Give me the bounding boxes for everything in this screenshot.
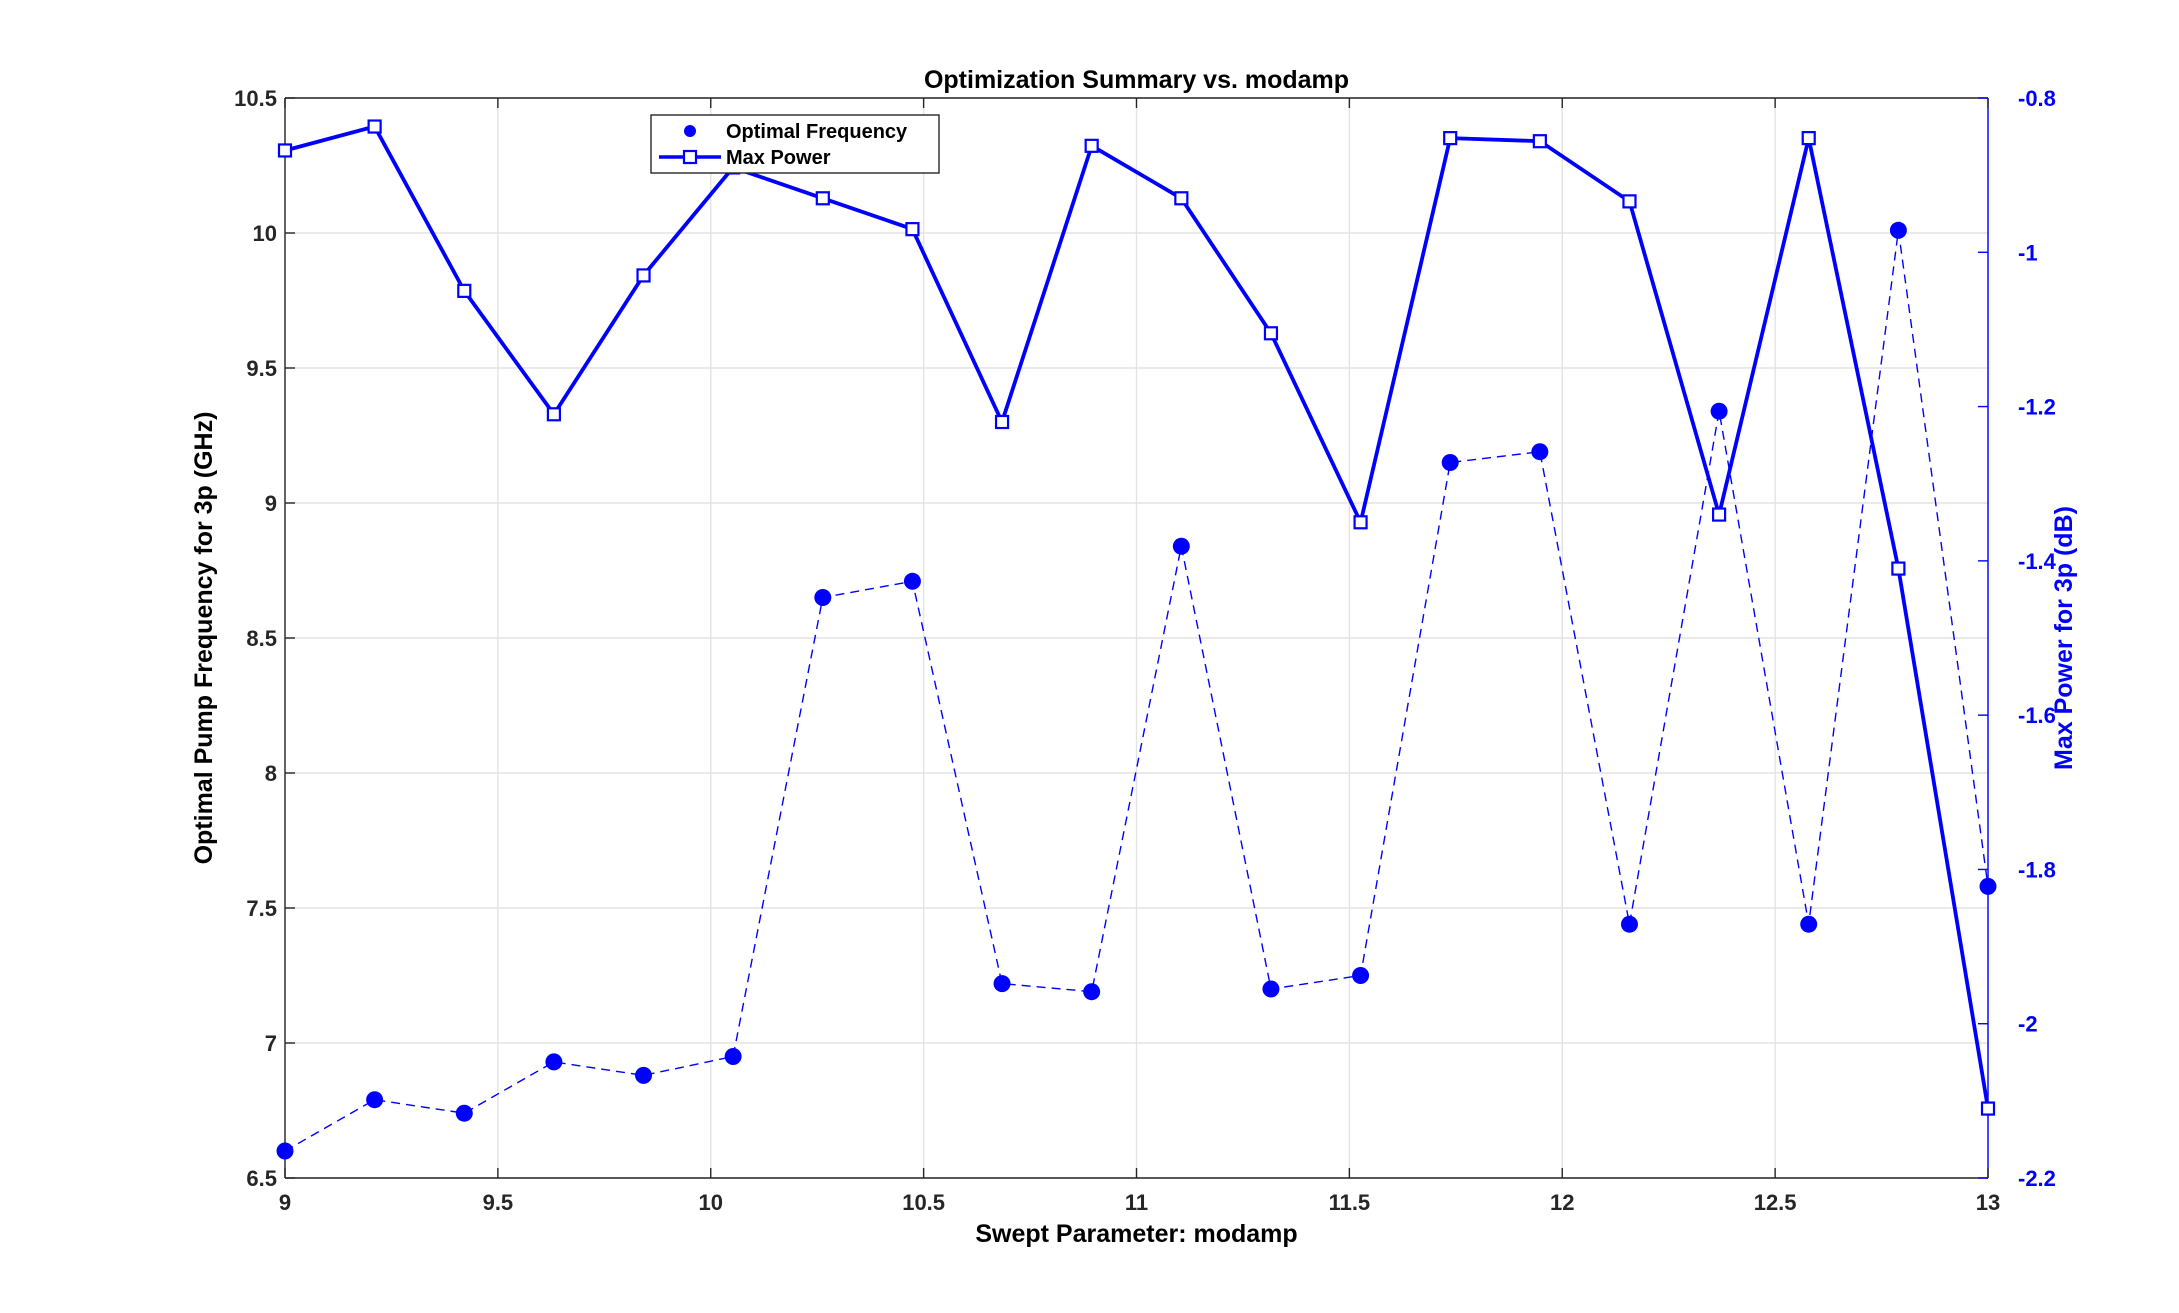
data-point-optimal-frequency xyxy=(1800,915,1818,933)
data-point-max-power xyxy=(1084,138,1099,153)
left-y-tick-label: 9.5 xyxy=(246,356,277,381)
series-line-max-power xyxy=(284,124,1990,1109)
x-tick-label: 9.5 xyxy=(483,1190,514,1215)
tick-labels: 9 9.5 10 10.5 11 11.5 12 12.5 13 6.5 7 7.5 8 8.5 9 9.5 1… xyxy=(234,86,2057,1215)
left-y-tick-label: 7.5 xyxy=(246,896,277,921)
data-point-optimal-frequency xyxy=(1352,967,1370,984)
data-point-optimal-frequency xyxy=(545,1053,563,1071)
data-point-max-power xyxy=(1891,561,1906,576)
right-y-tick-label: -1.4 xyxy=(2018,549,2057,574)
data-point-max-power xyxy=(1353,515,1368,530)
right-y-tick-label: -1.2 xyxy=(2018,395,2056,420)
data-point-max-power xyxy=(905,222,920,237)
legend-label-max-power: Max Power xyxy=(726,147,831,169)
left-y-tick-label: 8.5 xyxy=(246,626,277,651)
data-point-optimal-frequency xyxy=(635,1066,653,1084)
data-point-max-power xyxy=(367,119,382,134)
data-point-optimal-frequency xyxy=(1710,402,1728,420)
legend-marker-max-power xyxy=(682,149,698,165)
data-point-max-power xyxy=(1443,131,1458,146)
data-point-max-power xyxy=(1711,507,1727,522)
right-y-tick-label: -1.6 xyxy=(2018,703,2056,728)
data-point-max-power xyxy=(1801,131,1816,146)
series-layer xyxy=(276,119,1997,1160)
legend-box xyxy=(650,114,940,174)
right-y-tick-label: -2.2 xyxy=(2018,1166,2056,1191)
data-point-optimal-frequency xyxy=(1262,980,1280,998)
left-y-tick-label: 10 xyxy=(253,221,277,246)
data-point-optimal-frequency xyxy=(1083,983,1101,1001)
data-point-max-power xyxy=(277,143,293,158)
x-tick-label: 13 xyxy=(1976,1190,2000,1215)
data-point-max-power xyxy=(1532,134,1547,149)
left-y-tick-label: 8 xyxy=(265,761,277,786)
x-tick-label: 12.5 xyxy=(1754,1190,1797,1215)
data-point-optimal-frequency xyxy=(724,1048,742,1065)
data-point-max-power xyxy=(1174,191,1189,206)
left-y-axis-label: Optimal Pump Frequency for 3p (GHz) xyxy=(190,412,218,865)
legend-label-optimal-frequency: Optimal Frequency xyxy=(726,121,908,143)
x-tick-label: 11.5 xyxy=(1329,1190,1371,1215)
data-point-optimal-frequency xyxy=(366,1091,384,1109)
x-tick-label: 10.5 xyxy=(902,1190,945,1215)
data-point-optimal-frequency xyxy=(455,1104,473,1122)
x-axis-label: Swept Parameter: modamp xyxy=(975,1220,1297,1248)
data-point-max-power xyxy=(546,407,562,422)
data-point-optimal-frequency xyxy=(276,1142,294,1160)
legend: Optimal Frequency Max Power xyxy=(650,114,940,174)
data-point-optimal-frequency xyxy=(1531,443,1549,461)
data-point-max-power xyxy=(1622,194,1637,209)
data-point-optimal-frequency xyxy=(1979,877,1997,895)
data-point-optimal-frequency xyxy=(1172,537,1190,555)
chart-title: Optimization Summary vs. modamp xyxy=(924,66,1349,94)
left-y-tick-label: 7 xyxy=(265,1031,277,1056)
data-point-max-power xyxy=(457,283,472,298)
data-point-max-power xyxy=(1263,326,1279,341)
data-point-max-power xyxy=(1980,1101,1996,1116)
left-y-tick-label: 10.5 xyxy=(234,86,277,111)
data-point-optimal-frequency xyxy=(993,975,1011,993)
data-point-max-power xyxy=(636,268,651,283)
left-y-tick-label: 6.5 xyxy=(246,1166,277,1191)
right-y-tick-label: -2 xyxy=(2018,1012,2038,1037)
x-tick-label: 11 xyxy=(1125,1190,1148,1215)
data-point-optimal-frequency xyxy=(1620,915,1638,933)
data-point-optimal-frequency xyxy=(1889,221,1907,239)
x-tick-label: 10 xyxy=(699,1190,723,1215)
x-tick-label: 12 xyxy=(1550,1190,1574,1215)
data-point-max-power xyxy=(994,414,1010,430)
legend-marker-optimal-frequency xyxy=(684,125,696,137)
x-tick-label: 9 xyxy=(279,1190,291,1215)
data-point-optimal-frequency xyxy=(1441,454,1459,471)
right-y-axis-label: Max Power for 3p (dB) xyxy=(2050,506,2078,770)
data-point-optimal-frequency xyxy=(903,572,921,590)
data-point-optimal-frequency xyxy=(814,589,832,606)
right-y-tick-label: -1.8 xyxy=(2018,857,2056,882)
left-y-tick-label: 9 xyxy=(265,491,277,516)
data-point-max-power xyxy=(815,191,830,206)
right-y-tick-label: -0.8 xyxy=(2018,86,2056,111)
right-y-tick-label: -1 xyxy=(2018,240,2038,265)
